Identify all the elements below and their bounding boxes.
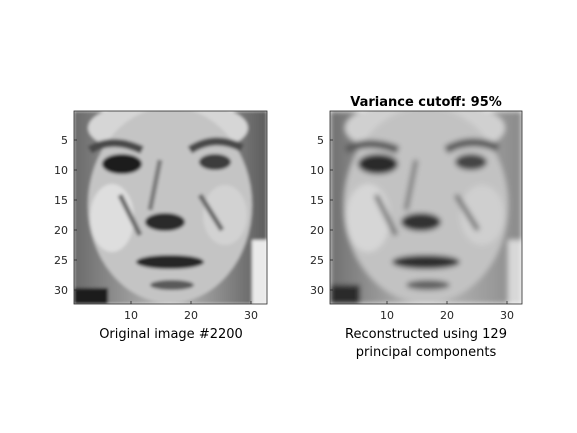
reconstructed-axes-frame — [329, 110, 523, 305]
original-x-tick-label: 20 — [184, 309, 198, 322]
original-y-tick-label: 25 — [54, 254, 68, 267]
original-axes-frame — [73, 110, 268, 305]
original-face-image — [74, 111, 267, 304]
reconstructed-x-tick-label: 30 — [500, 309, 514, 322]
original-caption: Original image #2200 — [99, 327, 243, 342]
original-y-tick-label: 5 — [61, 134, 68, 147]
reconstructed-y-tick-label: 25 — [310, 254, 324, 267]
reconstructed-y-tick-label: 10 — [310, 164, 324, 177]
original-x-axis: 10 20 30 — [124, 301, 258, 322]
original-y-tick-label: 20 — [54, 224, 68, 237]
reconstructed-caption-line-2: principal components — [356, 345, 497, 360]
reconstructed-caption-line-1: Reconstructed using 129 — [345, 327, 507, 342]
reconstructed-face-image — [330, 111, 522, 304]
original-x-tick-label: 30 — [244, 309, 258, 322]
original-y-axis: 5 10 15 20 25 30 — [54, 134, 77, 297]
reconstructed-x-tick-label: 10 — [380, 309, 394, 322]
reconstructed-y-axis: 5 10 15 20 25 30 — [310, 134, 333, 297]
original-y-tick-label: 10 — [54, 164, 68, 177]
reconstructed-title: Variance cutoff: 95% — [350, 95, 502, 110]
reconstructed-x-tick-label: 20 — [440, 309, 454, 322]
original-y-tick-label: 15 — [54, 194, 68, 207]
reconstructed-y-tick-label: 30 — [310, 284, 324, 297]
reconstructed-y-tick-label: 20 — [310, 224, 324, 237]
original-y-tick-label: 30 — [54, 284, 68, 297]
original-x-tick-label: 10 — [124, 309, 138, 322]
reconstructed-y-tick-label: 5 — [317, 134, 324, 147]
reconstructed-image-panel: Variance cutoff: 95% — [310, 95, 523, 360]
reconstructed-x-axis: 10 20 30 — [380, 301, 514, 322]
original-image-panel: 5 10 15 20 25 30 10 20 30 Original image… — [54, 110, 268, 342]
reconstructed-y-tick-label: 15 — [310, 194, 324, 207]
